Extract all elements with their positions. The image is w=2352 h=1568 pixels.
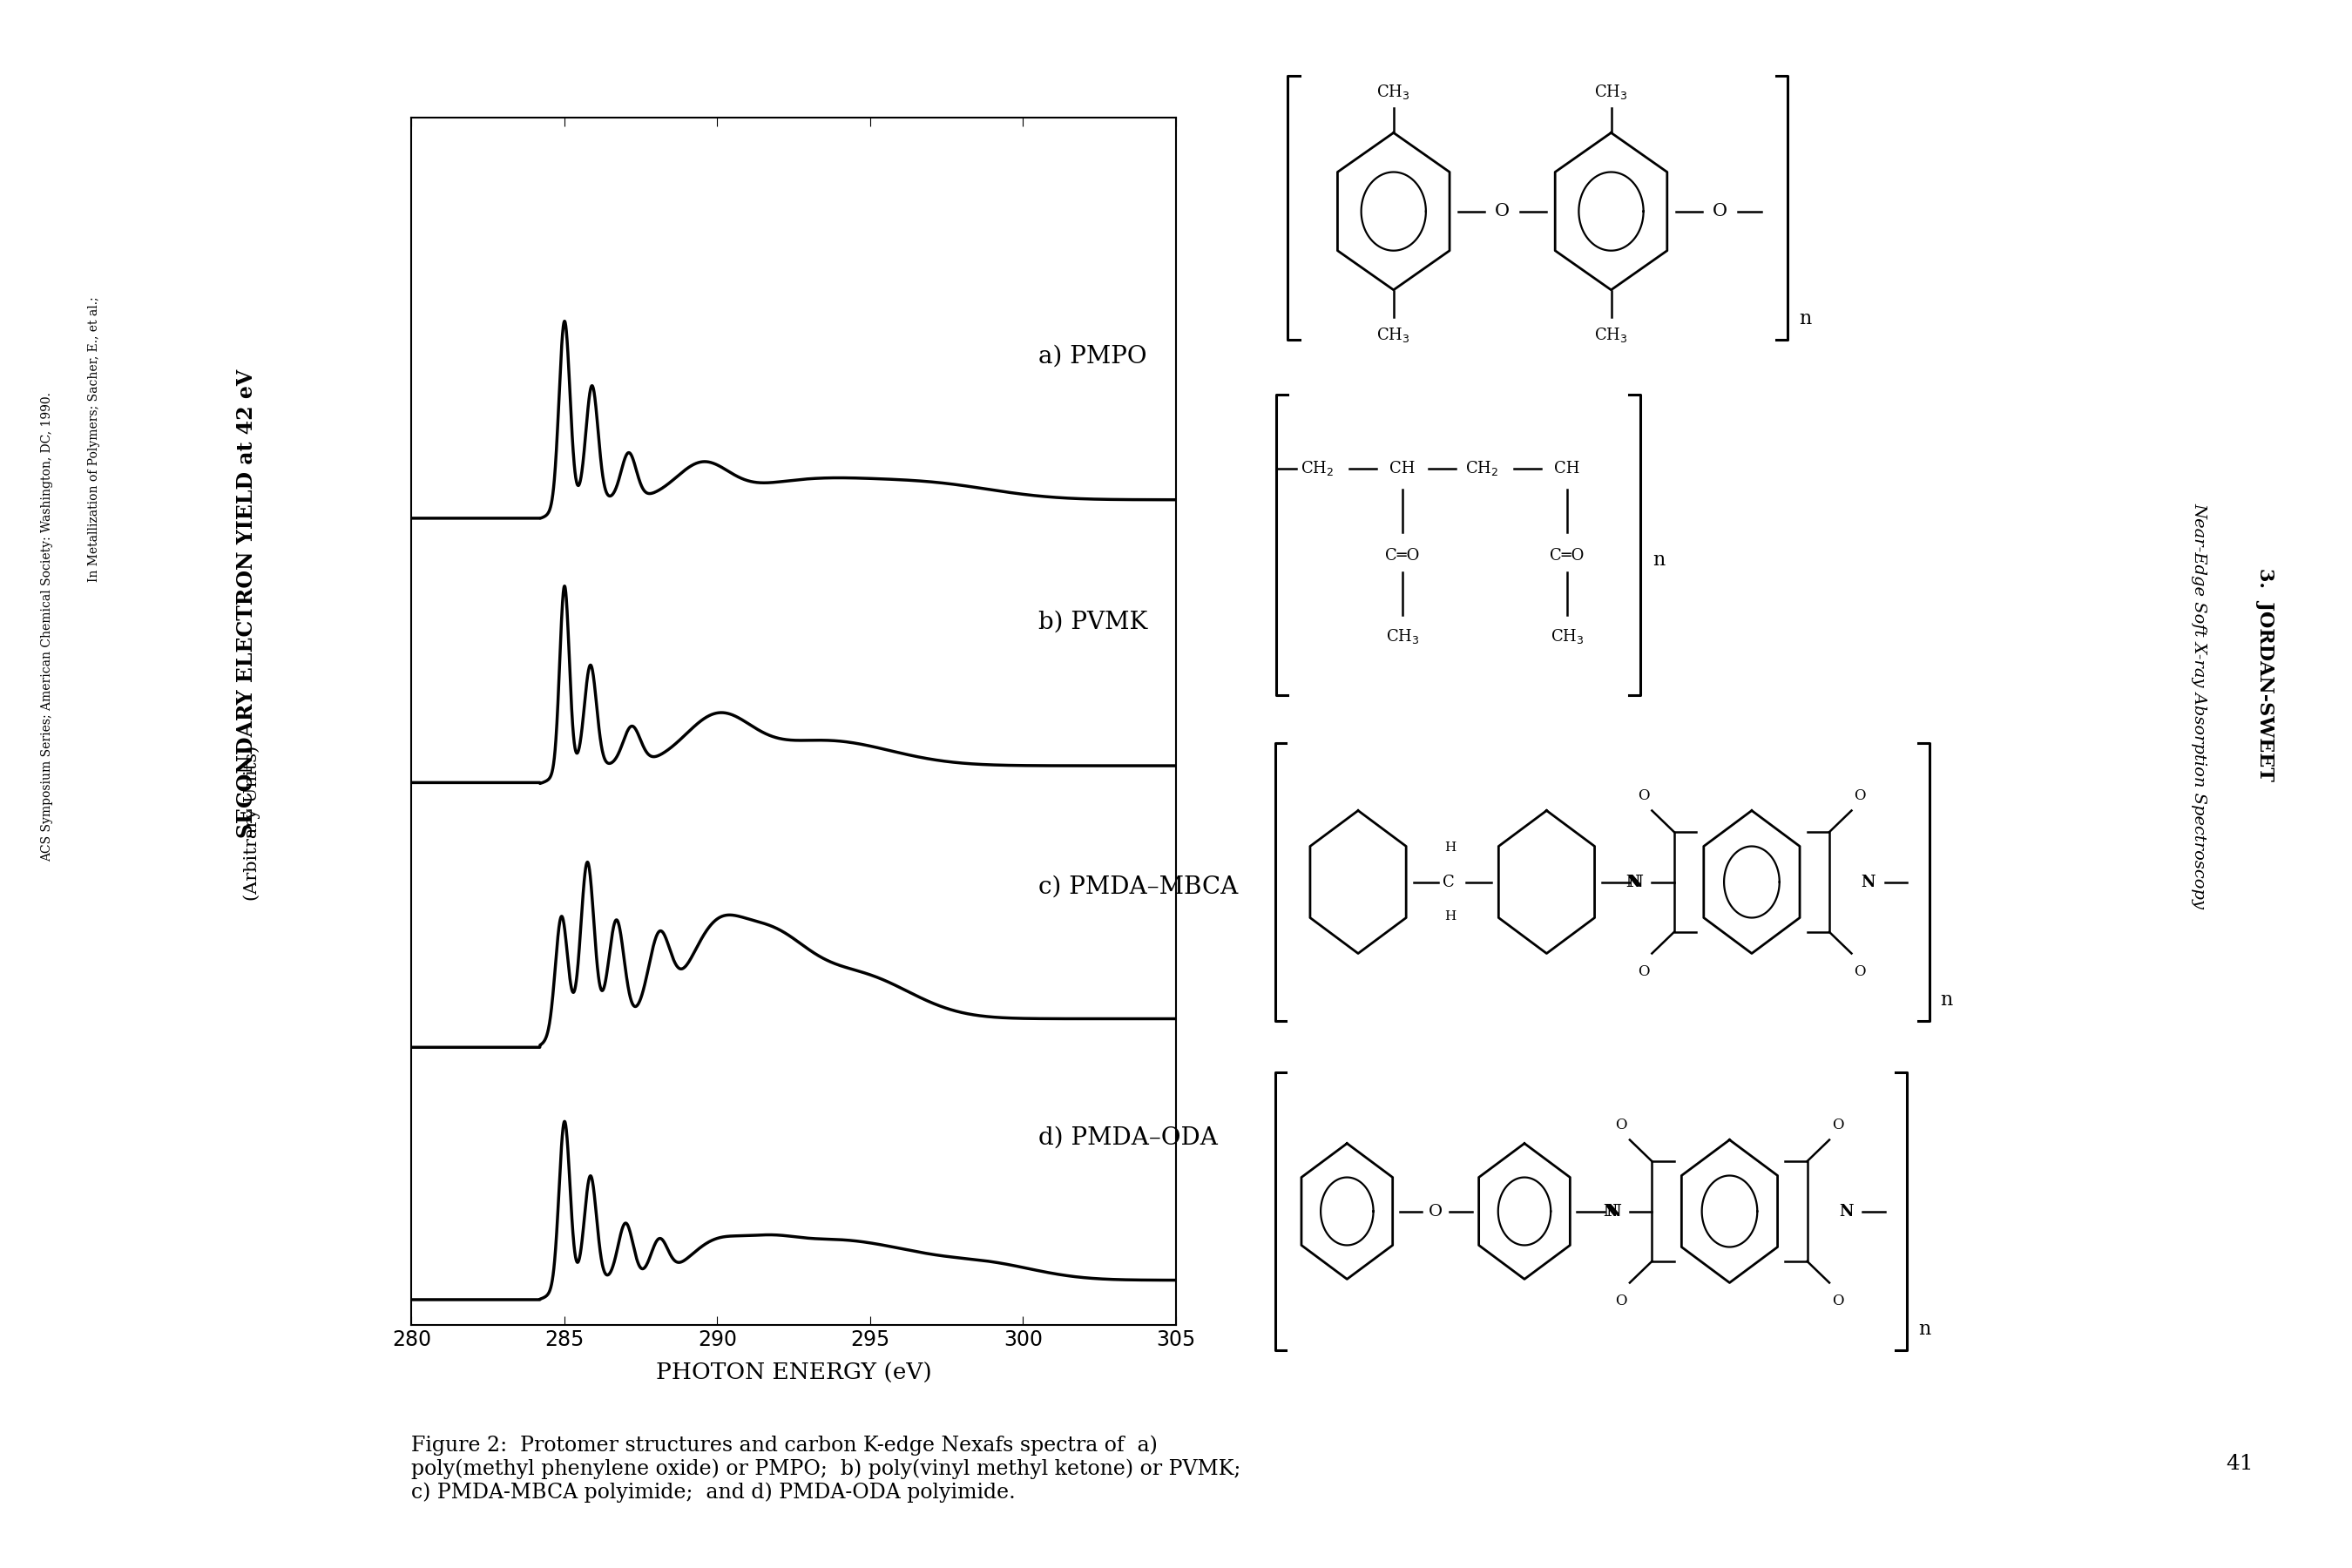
- Text: C═O: C═O: [1385, 547, 1421, 563]
- Text: O: O: [1637, 964, 1649, 978]
- Text: CH$_3$: CH$_3$: [1385, 627, 1418, 646]
- Text: Figure 2:  Protomer structures and carbon K-edge Nexafs spectra of  a)
poly(meth: Figure 2: Protomer structures and carbon…: [412, 1435, 1242, 1502]
- Text: CH: CH: [1555, 461, 1581, 477]
- Text: n: n: [1799, 309, 1811, 328]
- Text: Near-Edge Soft X-ray Absorption Spectroscopy: Near-Edge Soft X-ray Absorption Spectros…: [2192, 503, 2206, 908]
- Text: CH$_3$: CH$_3$: [1550, 627, 1583, 646]
- Text: H: H: [1444, 911, 1456, 922]
- Text: CH$_3$: CH$_3$: [1376, 82, 1411, 100]
- Text: O: O: [1496, 202, 1510, 220]
- Text: 3.  JORDAN-SWEET: 3. JORDAN-SWEET: [2256, 568, 2274, 781]
- Text: O: O: [1428, 1204, 1442, 1220]
- Text: CH$_2$: CH$_2$: [1465, 459, 1498, 477]
- Text: N: N: [1839, 1204, 1853, 1220]
- Text: C: C: [1442, 875, 1454, 891]
- Text: CH$_3$: CH$_3$: [1595, 326, 1628, 343]
- Text: CH$_3$: CH$_3$: [1376, 326, 1411, 343]
- Text: n: n: [1917, 1320, 1931, 1339]
- Text: O: O: [1832, 1294, 1844, 1308]
- Text: SECONDARY ELECTRON YIELD at 42 eV: SECONDARY ELECTRON YIELD at 42 eV: [238, 370, 256, 837]
- Text: d) PMDA–ODA: d) PMDA–ODA: [1037, 1126, 1218, 1149]
- Text: O: O: [1616, 1294, 1628, 1308]
- Text: CH$_3$: CH$_3$: [1595, 82, 1628, 100]
- X-axis label: PHOTON ENERGY (eV): PHOTON ENERGY (eV): [656, 1363, 931, 1385]
- Text: In Metallization of Polymers; Sacher, E., et al.;: In Metallization of Polymers; Sacher, E.…: [87, 296, 101, 582]
- Text: b) PVMK: b) PVMK: [1037, 610, 1148, 633]
- Text: N: N: [1604, 1204, 1618, 1220]
- Text: O: O: [1712, 202, 1726, 220]
- Text: N: N: [1606, 1204, 1621, 1220]
- Text: 41: 41: [2225, 1454, 2253, 1474]
- Text: (Arbitrary Units): (Arbitrary Units): [242, 745, 261, 902]
- Text: O: O: [1853, 789, 1865, 803]
- Text: CH$_2$: CH$_2$: [1301, 459, 1334, 477]
- Text: O: O: [1637, 789, 1649, 803]
- Text: N: N: [1860, 875, 1875, 891]
- Text: n: n: [1940, 991, 1952, 1010]
- Text: N: N: [1625, 875, 1639, 891]
- Text: N: N: [1628, 875, 1644, 891]
- Text: O: O: [1616, 1118, 1628, 1132]
- Text: H: H: [1444, 840, 1456, 853]
- Text: n: n: [1651, 550, 1665, 569]
- Text: O: O: [1853, 964, 1865, 978]
- Text: a) PMPO: a) PMPO: [1037, 345, 1148, 368]
- Text: O: O: [1832, 1118, 1844, 1132]
- Text: C═O: C═O: [1550, 547, 1585, 563]
- Text: CH: CH: [1390, 461, 1416, 477]
- Text: ACS Symposium Series; American Chemical Society: Washington, DC, 1990.: ACS Symposium Series; American Chemical …: [40, 392, 54, 862]
- Text: c) PMDA–MBCA: c) PMDA–MBCA: [1037, 875, 1237, 898]
